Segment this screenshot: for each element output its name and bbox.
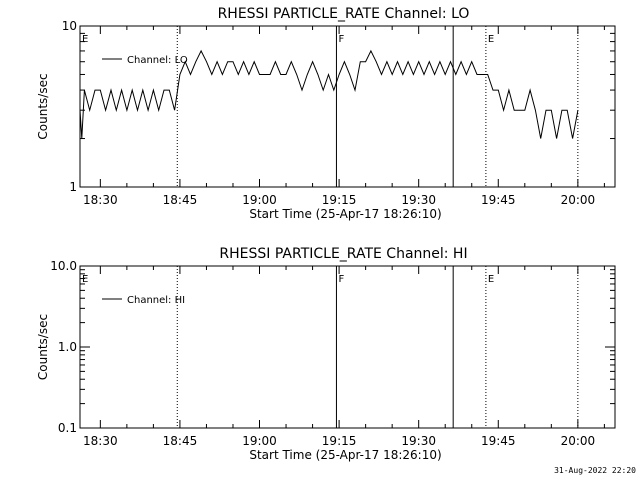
panel-1-annotation-e: E (488, 34, 494, 45)
panel-1-annotation-e: E (82, 34, 88, 45)
panel-2-x-tick-label: 19:45 (481, 434, 516, 448)
panel-1-y-axis-label: Counts/sec (36, 73, 50, 139)
panel-2-title: RHESSI PARTICLE_RATE Channel: HI (219, 246, 467, 262)
panel-2-x-tick-label: 20:00 (561, 434, 596, 448)
panel-1-axes-frame (79, 25, 616, 188)
panel-2-y-tick-label: 0.1 (58, 421, 77, 435)
panel-2-x-tick-label: 19:15 (322, 434, 357, 448)
panel-1-y-tick-label: 10 (62, 19, 77, 33)
panel-1-x-tick-label: 18:45 (163, 193, 198, 207)
panel-1-x-tick-label: 20:00 (561, 193, 596, 207)
panel-2-annotation-e: E (82, 274, 88, 285)
panel-1-x-tick-label: 18:30 (83, 193, 118, 207)
panel-1-y-tick-label: 1 (69, 180, 77, 194)
panel-2-annotation-f: F (338, 274, 344, 285)
panel-2-y-tick-label: 1.0 (58, 340, 77, 354)
panel-2-y-tick-label: 10.0 (50, 259, 77, 273)
panel-2-x-tick-label: 19:00 (242, 434, 277, 448)
panel-1-x-tick-label: 19:45 (481, 193, 516, 207)
panel-2-x-tick-label: 18:45 (163, 434, 198, 448)
panel-1-x-axis-label: Start Time (25-Apr-17 18:26:10) (249, 207, 441, 221)
panel-1-annotation-f: F (338, 34, 344, 45)
panel-2-x-axis-label: Start Time (25-Apr-17 18:26:10) (249, 448, 441, 462)
panel-1-x-tick-label: 19:30 (401, 193, 436, 207)
panel-2-y-axis-label: Counts/sec (36, 314, 50, 380)
panel-1-series-line (79, 49, 579, 139)
panel-2-legend-label: Channel: HI (127, 295, 185, 306)
panel-1-title: RHESSI PARTICLE_RATE Channel: LO (218, 6, 470, 22)
panel-2-x-tick-label: 18:30 (83, 434, 118, 448)
plot-timestamp: 31-Aug-2022 22:20 (554, 466, 636, 475)
panel-1-legend-label: Channel: LO (127, 55, 188, 66)
panel-2-x-tick-label: 19:30 (401, 434, 436, 448)
panel-1-x-tick-label: 19:15 (322, 193, 357, 207)
panel-1-x-tick-label: 19:00 (242, 193, 277, 207)
panel-2-axes-frame (79, 265, 616, 429)
panel-2-annotation-e: E (488, 274, 494, 285)
